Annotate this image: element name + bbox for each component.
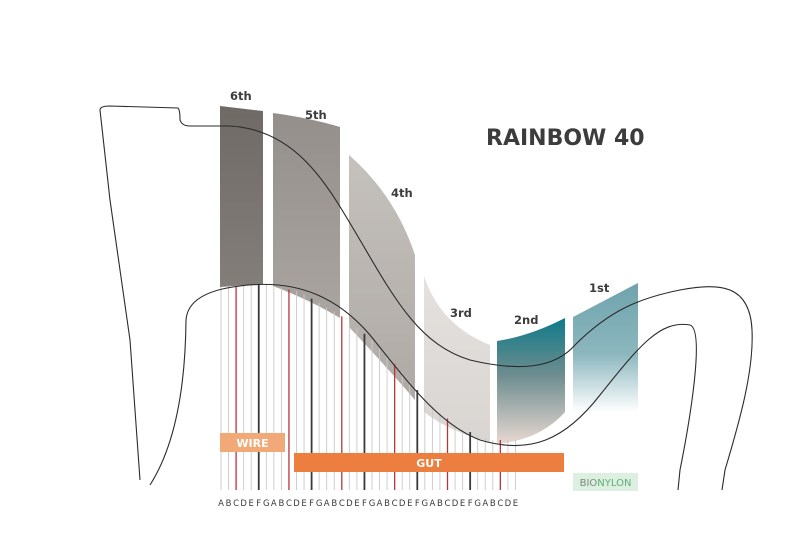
note-label: D — [505, 499, 512, 509]
note-label: B — [437, 499, 443, 509]
note-label: C — [445, 499, 451, 509]
gut-label: GUT — [416, 457, 442, 470]
octave-1-block — [573, 283, 638, 412]
note-label: B — [226, 499, 232, 509]
octave-3-block — [424, 276, 490, 442]
wire-label: WIRE — [236, 437, 268, 450]
note-label: E — [407, 499, 412, 509]
note-label: B — [490, 499, 496, 509]
note-label: C — [497, 499, 503, 509]
octave-label-6th: 6th — [230, 89, 252, 103]
note-label: E — [513, 499, 518, 509]
note-label: F — [256, 499, 261, 509]
note-label: D — [399, 499, 406, 509]
note-label: D — [346, 499, 353, 509]
note-label: C — [233, 499, 239, 509]
note-label: A — [482, 499, 488, 509]
note-label: A — [377, 499, 383, 509]
note-label: F — [309, 499, 314, 509]
wire-band — [220, 433, 285, 452]
note-label: C — [286, 499, 292, 509]
note-label: F — [415, 499, 420, 509]
note-label: E — [249, 499, 254, 509]
note-label: E — [301, 499, 306, 509]
octave-label-4th: 4th — [391, 186, 413, 200]
note-label: C — [339, 499, 345, 509]
octave-5-block — [273, 113, 340, 318]
note-label: B — [331, 499, 337, 509]
note-label: G — [369, 499, 376, 509]
note-label: G — [263, 499, 270, 509]
note-label: B — [278, 499, 284, 509]
gut-band — [294, 453, 564, 472]
note-label: A — [218, 499, 224, 509]
harp-soundboard — [149, 283, 697, 491]
bionylon-label: BIONYLON — [580, 478, 632, 489]
note-label: G — [316, 499, 323, 509]
octave-label-5th: 5th — [305, 108, 327, 122]
note-label: D — [240, 499, 247, 509]
octave-6-block — [220, 106, 263, 287]
note-label: D — [452, 499, 459, 509]
octave-2-block — [497, 318, 565, 444]
bionylon-band — [573, 473, 638, 491]
octave-label-2nd: 2nd — [514, 313, 538, 327]
bio-label: BIO — [580, 478, 598, 489]
harp-model-title: RAINBOW 40 — [486, 126, 645, 151]
note-label: A — [429, 499, 435, 509]
note-label: F — [362, 499, 367, 509]
note-label: E — [460, 499, 465, 509]
note-label: D — [293, 499, 300, 509]
note-label: E — [354, 499, 359, 509]
nylon-label: NYLON — [597, 478, 631, 489]
note-label: B — [384, 499, 390, 509]
harp-pillar — [99, 109, 141, 481]
note-label: G — [422, 499, 429, 509]
note-label: C — [392, 499, 398, 509]
harp-outline — [99, 105, 753, 491]
note-label: A — [324, 499, 330, 509]
octave-label-3rd: 3rd — [450, 306, 472, 320]
note-label: A — [271, 499, 277, 509]
note-label: F — [468, 499, 473, 509]
note-label: G — [474, 499, 481, 509]
octave-label-1st: 1st — [589, 281, 610, 295]
harp-neck-curve — [99, 105, 753, 491]
